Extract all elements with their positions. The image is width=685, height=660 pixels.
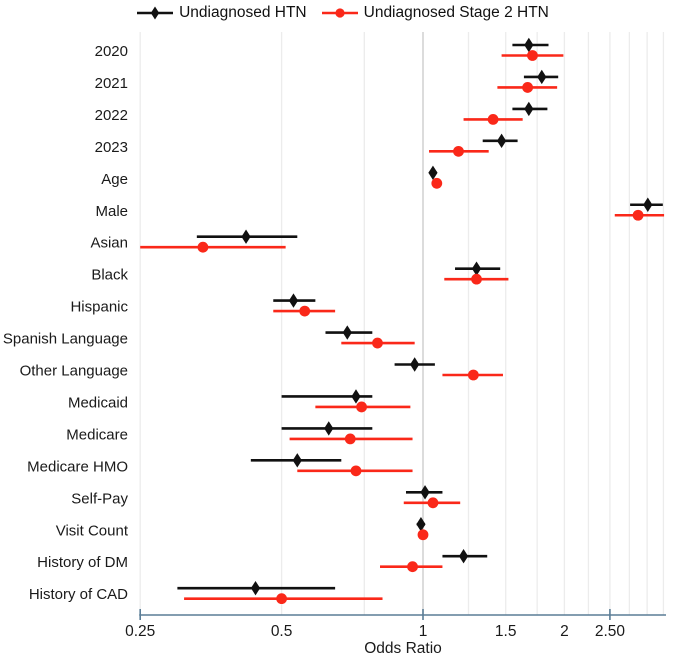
marker-stage2-circle: [372, 337, 383, 349]
row-label-medicare-hmo: Medicare HMO: [27, 458, 128, 475]
x-tick-label: 0.5: [271, 623, 293, 640]
marker-stage2-circle: [299, 305, 311, 317]
marker-stage2-circle: [344, 433, 356, 445]
row-label-history-of-dm: History of DM: [37, 554, 128, 571]
marker-htn-diamond: [250, 580, 261, 596]
forest-row-hispanic: Hispanic: [70, 293, 336, 317]
marker-htn-diamond: [420, 485, 430, 500]
marker-htn-diamond: [288, 293, 299, 308]
marker-htn-diamond: [241, 229, 251, 244]
forest-row-2023: 2023: [95, 133, 518, 157]
marker-stage2-circle: [431, 177, 443, 189]
legend-item-htn: Undiagnosed HTN: [136, 2, 307, 24]
marker-htn-diamond: [643, 197, 653, 212]
legend-item-stage2: Undiagnosed Stage 2 HTN: [321, 2, 549, 24]
row-label-spanish-language: Spanish Language: [3, 331, 128, 348]
marker-stage2-circle: [350, 465, 362, 477]
marker-htn-diamond: [351, 389, 361, 404]
forest-row-black: Black: [91, 261, 509, 285]
row-label-2022: 2022: [95, 107, 128, 124]
forest-row-history-of-cad: History of CAD: [29, 580, 383, 605]
marker-stage2-circle: [471, 273, 482, 285]
row-label-asian: Asian: [90, 235, 128, 252]
row-label-self-pay: Self-Pay: [71, 490, 128, 507]
x-tick-label: 1: [419, 623, 428, 640]
forest-row-age: Age: [101, 165, 443, 189]
marker-htn-diamond: [410, 357, 420, 372]
marker-htn-diamond: [524, 37, 534, 53]
row-label-2023: 2023: [95, 139, 128, 156]
row-label-2020: 2020: [95, 43, 128, 60]
forest-row-medicaid: Medicaid: [68, 389, 411, 413]
marker-htn-diamond: [428, 165, 438, 180]
diamond-marker-icon: [137, 6, 174, 20]
x-tick-label: 2: [560, 623, 569, 640]
marker-htn-diamond: [496, 133, 507, 149]
legend-label-htn: Undiagnosed HTN: [179, 4, 307, 21]
marker-stage2-circle: [467, 369, 479, 381]
marker-htn-diamond: [471, 261, 482, 276]
marker-stage2-circle: [522, 82, 534, 93]
x-tick-label: 1.5: [495, 623, 517, 640]
forest-row-visit-count: Visit Count: [56, 517, 429, 541]
row-label-black: Black: [91, 267, 128, 284]
row-label-other-language: Other Language: [20, 363, 128, 380]
row-label-visit-count: Visit Count: [56, 522, 129, 539]
forest-row-spanish-language: Spanish Language: [3, 325, 415, 349]
marker-htn-diamond: [537, 69, 547, 85]
marker-stage2-circle: [527, 50, 538, 61]
row-label-medicaid: Medicaid: [68, 394, 128, 411]
forest-row-male: Male: [95, 197, 665, 221]
marker-htn-diamond: [342, 325, 352, 340]
circle-marker-icon: [321, 8, 358, 18]
x-tick-label: 2.50: [595, 623, 626, 640]
row-label-age: Age: [101, 171, 128, 188]
row-label-male: Male: [95, 203, 128, 220]
legend-label-stage2: Undiagnosed Stage 2 HTN: [363, 4, 549, 21]
marker-stage2-circle: [417, 529, 429, 541]
marker-htn-diamond: [416, 517, 426, 532]
marker-stage2-circle: [632, 209, 644, 221]
forest-row-other-language: Other Language: [20, 357, 503, 381]
row-label-medicare: Medicare: [66, 426, 128, 443]
marker-htn-diamond: [524, 101, 534, 117]
forest-row-medicare: Medicare: [66, 421, 413, 445]
x-tick-label: 0.25: [125, 623, 155, 640]
marker-stage2-circle: [487, 114, 499, 125]
forest-row-self-pay: Self-Pay: [71, 485, 461, 509]
x-axis-title: Odds Ratio: [364, 640, 442, 657]
legend: Undiagnosed HTN Undiagnosed Stage 2 HTN: [0, 2, 685, 24]
row-label-history-of-cad: History of CAD: [29, 586, 128, 603]
row-label-hispanic: Hispanic: [70, 299, 128, 316]
marker-stage2-circle: [407, 561, 418, 573]
forest-row-history-of-dm: History of DM: [37, 549, 488, 573]
marker-htn-diamond: [324, 421, 334, 436]
marker-stage2-circle: [453, 145, 464, 157]
forest-row-2020: 2020: [95, 37, 564, 61]
forest-row-2021: 2021: [95, 69, 559, 93]
marker-stage2-circle: [197, 241, 209, 253]
marker-htn-diamond: [292, 453, 302, 468]
marker-stage2-circle: [356, 401, 367, 413]
marker-stage2-circle: [276, 593, 287, 605]
forest-row-2022: 2022: [95, 101, 548, 125]
marker-stage2-circle: [427, 497, 439, 509]
marker-htn-diamond: [458, 549, 469, 564]
row-label-2021: 2021: [95, 75, 128, 92]
forest-row-asian: Asian: [90, 229, 298, 253]
forest-row-medicare-hmo: Medicare HMO: [27, 453, 413, 477]
